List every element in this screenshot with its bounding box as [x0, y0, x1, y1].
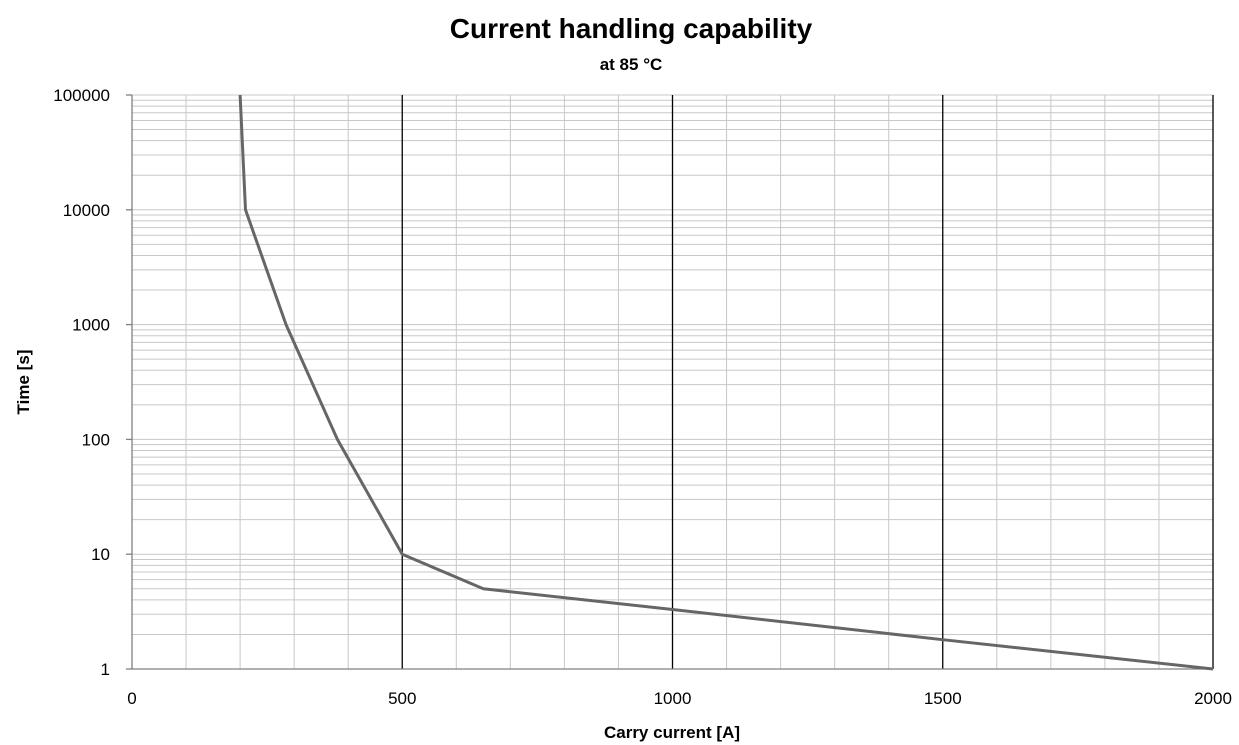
- data-series: [238, 94, 1214, 671]
- x-tick-label: 2000: [1194, 689, 1232, 708]
- x-axis-title: Carry current [A]: [604, 723, 740, 742]
- x-tick-label: 1000: [654, 689, 692, 708]
- x-tick-label: 0: [127, 689, 136, 708]
- y-tick-label: 100: [82, 430, 110, 449]
- tick-labels: 0 500 1000 1500 2000 1 10 100 1000 10000 100000: [53, 86, 1232, 708]
- x-tick-label: 500: [388, 689, 416, 708]
- chart-title: Current handling capability: [450, 13, 813, 44]
- y-tick-label: 10000: [63, 201, 110, 220]
- y-tick-label: 1000: [72, 316, 110, 335]
- x-tick-label: 1500: [924, 689, 962, 708]
- y-tick-label: 1: [101, 660, 110, 679]
- axes: [126, 94, 1213, 670]
- chart-subtitle: at 85 °C: [600, 55, 663, 74]
- series-line: [238, 94, 1214, 671]
- major-gridlines: [401, 95, 1214, 669]
- y-tick-label: 10: [91, 545, 110, 564]
- y-tick-label: 100000: [53, 86, 110, 105]
- y-axis-title: Time [s]: [14, 350, 33, 415]
